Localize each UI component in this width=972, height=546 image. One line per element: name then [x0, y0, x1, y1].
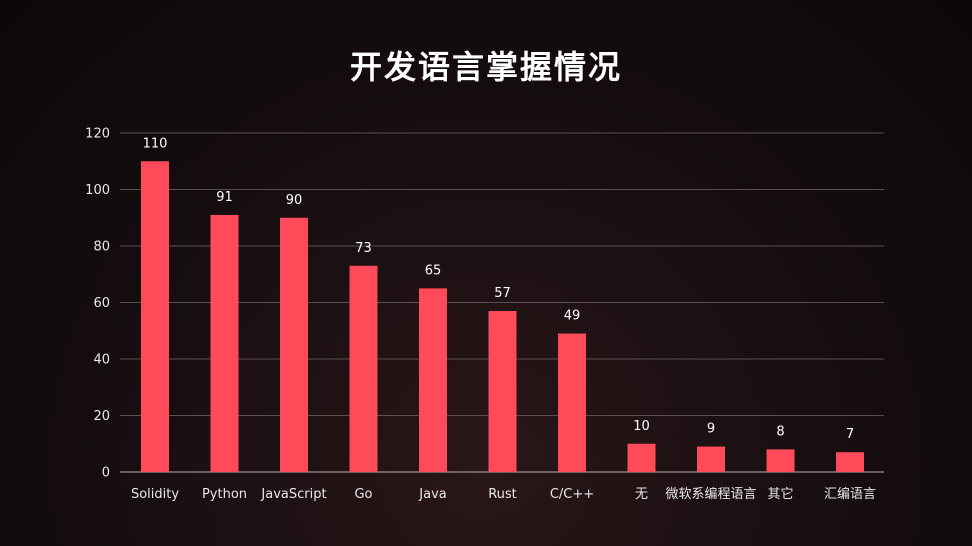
chart-title: 开发语言掌握情况 — [349, 48, 622, 86]
data-label: 57 — [494, 286, 511, 301]
bar — [488, 310, 517, 472]
bar — [627, 443, 656, 472]
data-label: 91 — [216, 190, 233, 205]
x-tick-label: 其它 — [767, 486, 793, 502]
x-tick-label: 微软系编程语言 — [665, 487, 756, 502]
x-tick-label: Solidity — [131, 487, 179, 502]
bar — [766, 449, 795, 472]
bar — [349, 265, 378, 472]
y-axis-ticks: 0 20 40 60 80 100 120 — [85, 127, 110, 481]
data-label: 110 — [143, 136, 168, 151]
bar — [210, 214, 239, 473]
x-tick-label: Rust — [488, 487, 517, 502]
x-tick-label: 无 — [635, 487, 648, 502]
y-tick-label: 20 — [93, 409, 110, 424]
x-tick-label: Python — [202, 487, 247, 502]
data-label: 73 — [355, 241, 372, 256]
x-axis-labels: Solidity Python JavaScript Go Java Rust C/C++ 无… — [131, 486, 876, 502]
data-label: 65 — [425, 263, 442, 278]
value-labels: 110 91 90 73 65 57 49 10 9 8 7 — [143, 136, 855, 442]
bar — [697, 446, 725, 472]
x-tick-label: Java — [418, 487, 446, 502]
bar — [280, 217, 308, 472]
data-label: 7 — [846, 427, 854, 442]
data-label: 9 — [707, 422, 715, 437]
bar — [419, 288, 447, 472]
bar — [558, 333, 586, 472]
y-tick-label: 40 — [93, 353, 110, 368]
data-label: 10 — [633, 419, 650, 434]
y-tick-label: 60 — [93, 296, 110, 311]
y-tick-label: 80 — [93, 240, 110, 255]
y-tick-label: 0 — [102, 466, 110, 481]
x-tick-label: JavaScript — [260, 487, 326, 502]
bar — [836, 452, 864, 472]
y-tick-label: 120 — [85, 127, 110, 142]
x-tick-label: Go — [354, 487, 372, 502]
bar — [141, 161, 169, 472]
data-label: 49 — [564, 309, 581, 324]
x-tick-label: 汇编语言 — [824, 487, 876, 502]
data-label: 8 — [776, 424, 784, 439]
data-label: 90 — [286, 193, 303, 208]
y-tick-label: 100 — [85, 183, 110, 198]
x-tick-label: C/C++ — [550, 487, 594, 502]
bars — [141, 161, 864, 473]
